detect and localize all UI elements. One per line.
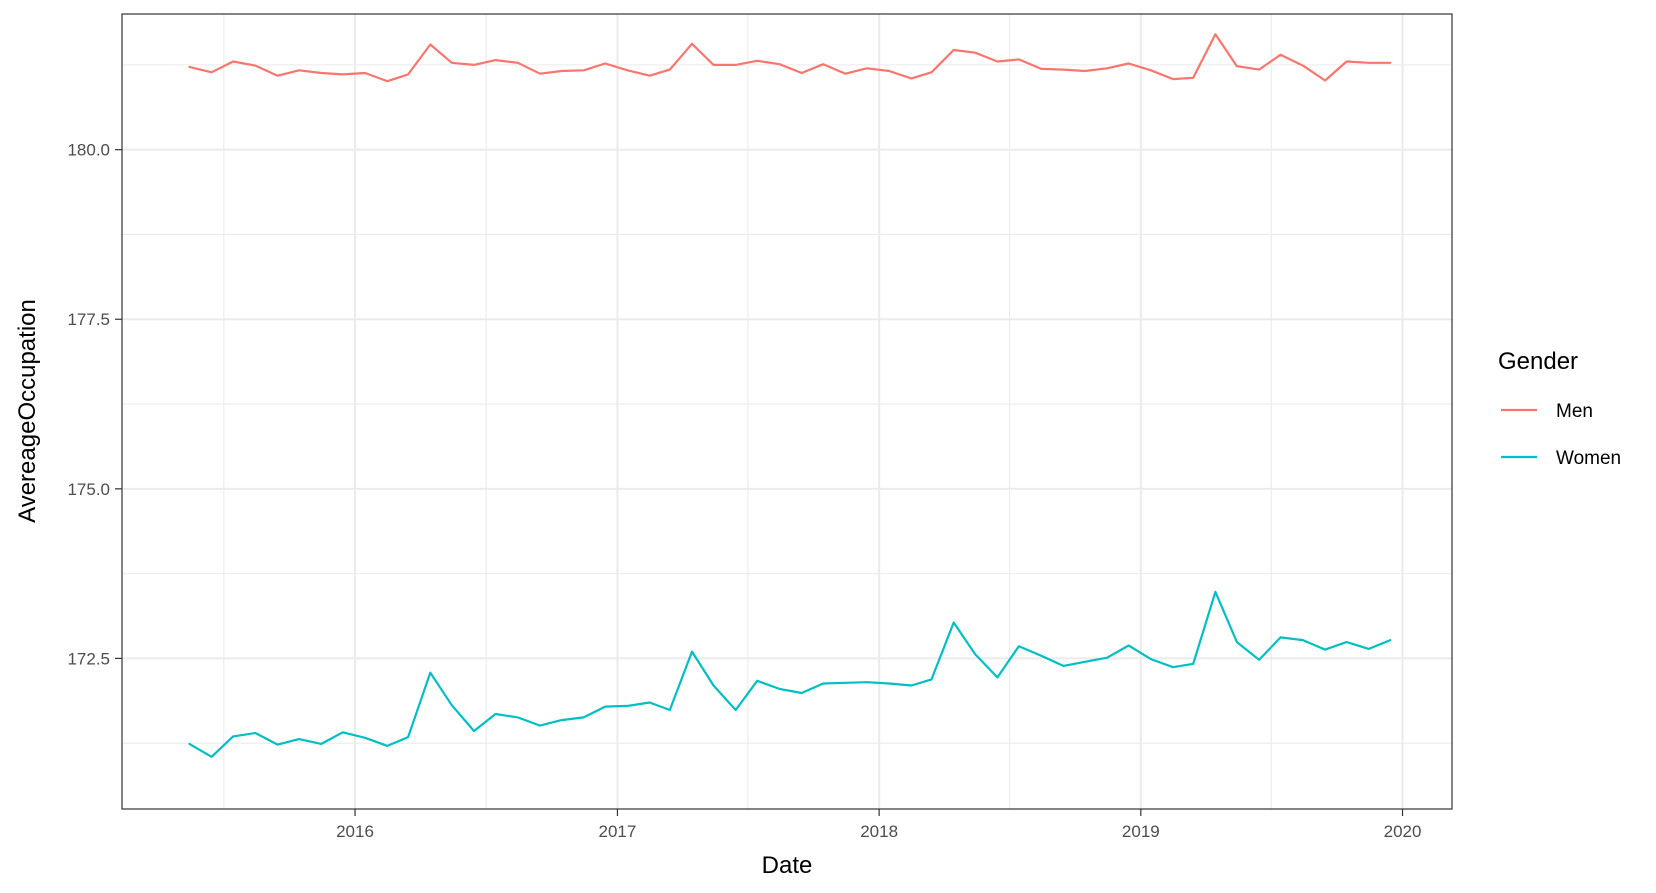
y-tick-label: 175.0 xyxy=(67,480,110,499)
x-axis-title: Date xyxy=(762,852,813,879)
legend: Gender Men Women xyxy=(1498,348,1621,469)
x-tick-label: 2016 xyxy=(336,822,374,841)
y-tick-label: 180.0 xyxy=(67,141,110,160)
series-layer xyxy=(188,33,1392,758)
legend-title: Gender xyxy=(1498,348,1578,375)
plot-border xyxy=(121,13,1453,810)
series-line-men xyxy=(188,33,1392,83)
legend-label-women: Women xyxy=(1556,448,1621,469)
legend-label-men: Men xyxy=(1556,401,1593,422)
plot-background xyxy=(122,14,1452,809)
series-line-women xyxy=(188,590,1392,758)
x-tick-label: 2018 xyxy=(860,822,898,841)
grid-minor xyxy=(122,14,1452,809)
y-tick-label: 177.5 xyxy=(67,310,110,329)
x-axis: 2016 2017 2018 2019 2020 xyxy=(336,809,1421,841)
x-tick-label: 2019 xyxy=(1122,822,1160,841)
grid-major xyxy=(122,14,1452,809)
y-axis-title: AvereageOccupation xyxy=(14,299,41,523)
y-axis: 172.5 175.0 177.5 180.0 xyxy=(67,141,122,668)
x-tick-label: 2017 xyxy=(599,822,637,841)
x-tick-label: 2020 xyxy=(1384,822,1422,841)
y-tick-label: 172.5 xyxy=(67,649,110,668)
